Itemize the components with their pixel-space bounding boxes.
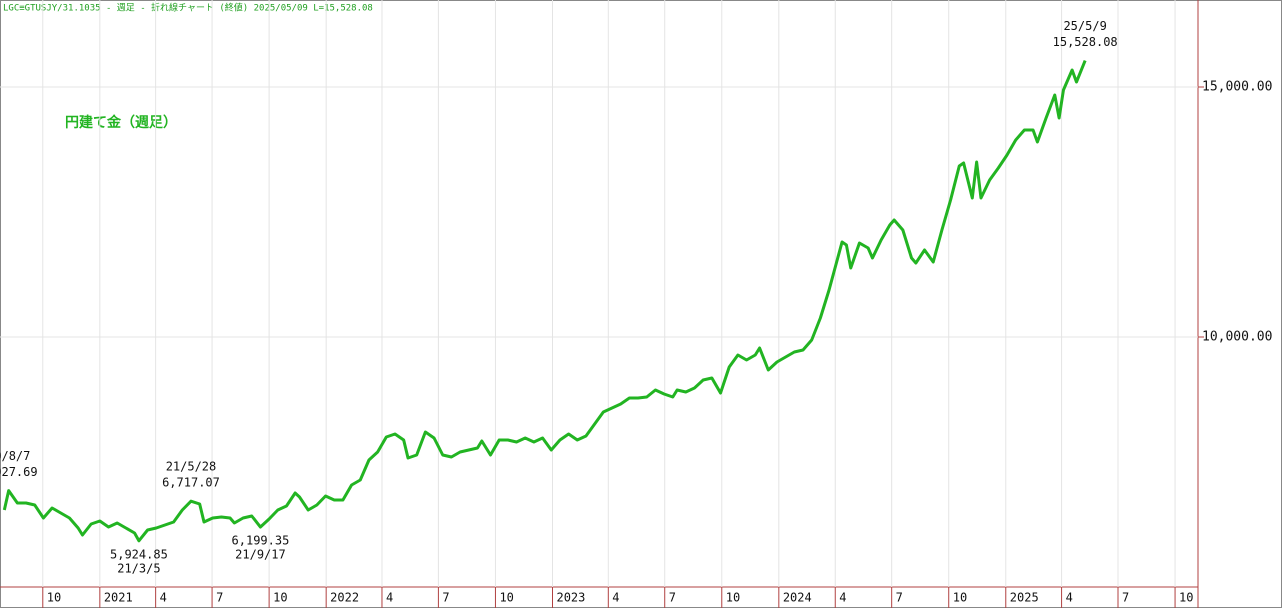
x-tick-label: 2022: [330, 591, 359, 605]
x-tick-label: 4: [386, 591, 393, 605]
y-tick-label: 15,000.00: [1202, 80, 1272, 95]
x-tick-label: 10: [47, 591, 61, 605]
chart-title: LGC≡GTUSJY/31.1035 - 週足 - 折れ線チャート (終値) 2…: [3, 2, 373, 14]
x-tick-label: 7: [216, 591, 223, 605]
x-tick-label: 7: [1122, 591, 1129, 605]
annotation-date: 21/5/28: [166, 460, 217, 474]
annotation-date: 21/9/17: [235, 548, 286, 562]
x-tick-label: 7: [669, 591, 676, 605]
x-tick-label: 4: [612, 591, 619, 605]
x-tick-label: 2025: [1010, 591, 1039, 605]
annotation-value: 5,924.85: [110, 547, 168, 561]
annotation-date: 20/8/7: [0, 449, 30, 463]
series-line: [2, 60, 1087, 543]
x-tick-label: 10: [273, 591, 287, 605]
x-tick-label: 7: [896, 591, 903, 605]
y-tick-label: 10,000.00: [1202, 330, 1272, 345]
series-label: 円建て金（週足）: [65, 114, 177, 131]
x-tick-label: 10: [726, 591, 740, 605]
x-tick-label: 10: [953, 591, 967, 605]
annotation-value: 6,927.69: [0, 465, 38, 479]
annotation-value: 15,528.08: [1053, 35, 1118, 49]
annotation-value: 6,717.07: [162, 476, 220, 490]
x-tick-label: 4: [160, 591, 167, 605]
annotation-value: 6,199.35: [232, 534, 290, 548]
annotation-date: 25/5/9: [1063, 19, 1106, 33]
x-tick-label: 2024: [783, 591, 812, 605]
x-tick-label: 4: [1066, 591, 1073, 605]
x-tick-label: 10: [1179, 591, 1193, 605]
x-tick-label: 2021: [104, 591, 133, 605]
x-tick-label: 2023: [556, 591, 585, 605]
x-tick-label: 7: [442, 591, 449, 605]
x-tick-label: 4: [839, 591, 846, 605]
annotation-date: 21/3/5: [117, 561, 160, 575]
x-tick-label: 10: [499, 591, 513, 605]
